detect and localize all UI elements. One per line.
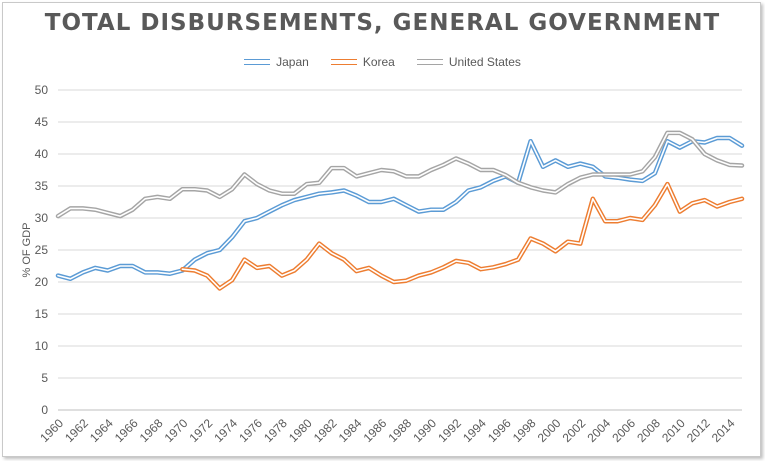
series-line-core-korea bbox=[181, 183, 743, 290]
series-line-core-japan bbox=[57, 137, 743, 280]
x-tick-label: 1964 bbox=[87, 416, 116, 445]
chart-frame bbox=[2, 2, 761, 457]
y-tick-label: 50 bbox=[35, 83, 49, 97]
x-tick-label: 1984 bbox=[336, 416, 365, 445]
series-line-core-united-states bbox=[57, 132, 743, 217]
x-tick-label: 2002 bbox=[560, 416, 589, 445]
x-tick-label: 1996 bbox=[485, 416, 514, 445]
x-tick-label: 1998 bbox=[510, 416, 539, 445]
x-tick-label: 1992 bbox=[435, 416, 464, 445]
y-axis-title: % OF GDP bbox=[21, 222, 33, 277]
x-tick-label: 1976 bbox=[236, 416, 265, 445]
legend-swatch-united-states bbox=[416, 59, 443, 65]
x-tick-label: 1978 bbox=[261, 416, 290, 445]
y-tick-label: 35 bbox=[35, 179, 49, 193]
legend-item-korea: Korea bbox=[330, 55, 395, 69]
legend-swatch-japan bbox=[244, 59, 271, 65]
x-tick-label: 2000 bbox=[535, 416, 564, 445]
y-tick-label: 0 bbox=[41, 403, 48, 417]
y-tick-label: 10 bbox=[35, 339, 49, 353]
x-tick-label: 2012 bbox=[684, 416, 713, 445]
y-tick-label: 15 bbox=[35, 307, 49, 321]
chart-legend: Japan Korea United States bbox=[0, 55, 765, 69]
y-tick-label: 40 bbox=[35, 147, 49, 161]
x-tick-label: 2008 bbox=[634, 416, 663, 445]
x-tick-label: 1974 bbox=[211, 416, 240, 445]
legend-item-united-states: United States bbox=[416, 55, 521, 69]
x-tick-label: 1968 bbox=[137, 416, 166, 445]
legend-item-japan: Japan bbox=[244, 55, 309, 69]
x-tick-label: 1972 bbox=[187, 416, 216, 445]
y-tick-label: 25 bbox=[35, 243, 49, 257]
legend-label-korea: Korea bbox=[362, 55, 395, 69]
x-tick-label: 1982 bbox=[311, 416, 340, 445]
x-tick-label: 2006 bbox=[609, 416, 638, 445]
legend-label-united-states: United States bbox=[448, 55, 521, 69]
legend-label-japan: Japan bbox=[276, 55, 309, 69]
x-tick-label: 1960 bbox=[37, 416, 66, 445]
x-tick-label: 2014 bbox=[709, 416, 738, 445]
x-tick-label: 1988 bbox=[385, 416, 414, 445]
x-tick-label: 2010 bbox=[659, 416, 688, 445]
x-tick-label: 1986 bbox=[361, 416, 390, 445]
x-tick-label: 1990 bbox=[410, 416, 439, 445]
legend-swatch-korea bbox=[330, 59, 357, 65]
series-line-japan bbox=[55, 135, 745, 282]
x-tick-label: 2004 bbox=[584, 416, 613, 445]
y-tick-label: 5 bbox=[41, 371, 48, 385]
x-tick-label: 1970 bbox=[162, 416, 191, 445]
chart-title: TOTAL DISBURSEMENTS, GENERAL GOVERNMENT bbox=[44, 10, 721, 36]
y-tick-label: 45 bbox=[35, 115, 49, 129]
x-tick-label: 1962 bbox=[62, 416, 91, 445]
x-tick-label: 1980 bbox=[286, 416, 315, 445]
y-tick-label: 20 bbox=[35, 275, 49, 289]
x-tick-label: 1994 bbox=[460, 416, 489, 445]
y-tick-label: 30 bbox=[35, 211, 49, 225]
x-tick-label: 1966 bbox=[112, 416, 141, 445]
